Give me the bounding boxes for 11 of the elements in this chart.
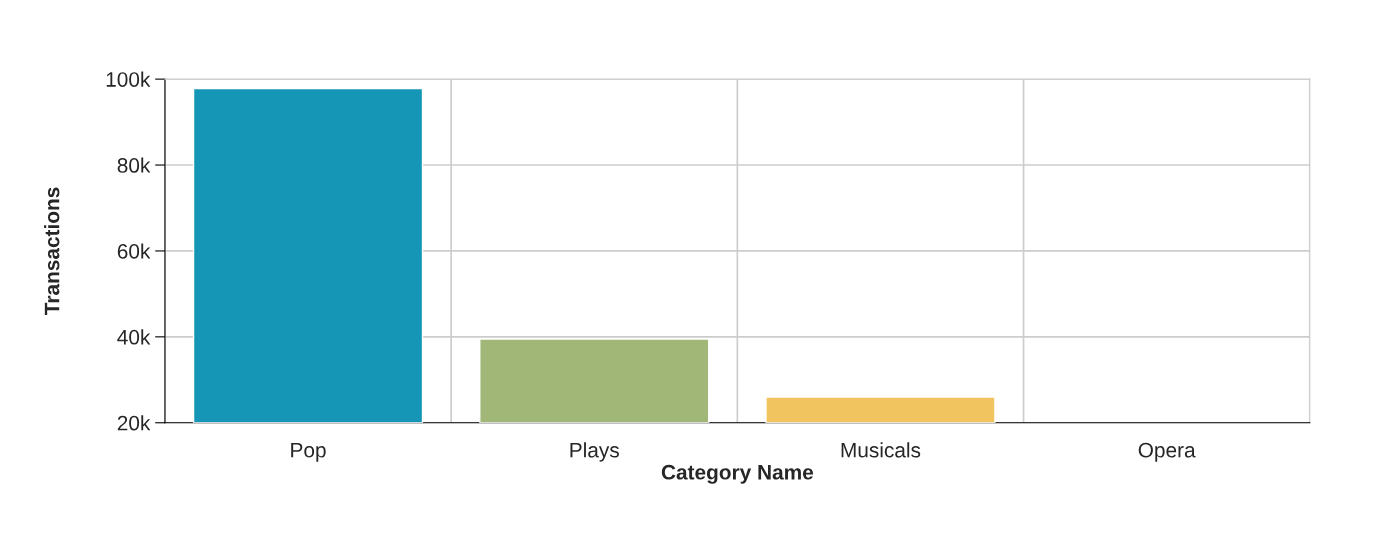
y-axis-title: Transactions bbox=[44, 187, 60, 315]
y-tick-label: 80k bbox=[117, 157, 151, 173]
x-tick-label: Pop bbox=[291, 442, 326, 462]
x-tick-label: Plays bbox=[570, 442, 619, 462]
y-tick-label: 60k bbox=[117, 243, 151, 259]
x-tick-label: Musicals bbox=[841, 442, 921, 458]
x-axis-title: Category Name bbox=[661, 464, 814, 484]
x-tick-label: Opera bbox=[1138, 442, 1196, 462]
y-tick-label: 100k bbox=[106, 71, 151, 87]
y-tick-label: 20k bbox=[117, 415, 151, 431]
y-tick-label: 40k bbox=[117, 329, 151, 345]
